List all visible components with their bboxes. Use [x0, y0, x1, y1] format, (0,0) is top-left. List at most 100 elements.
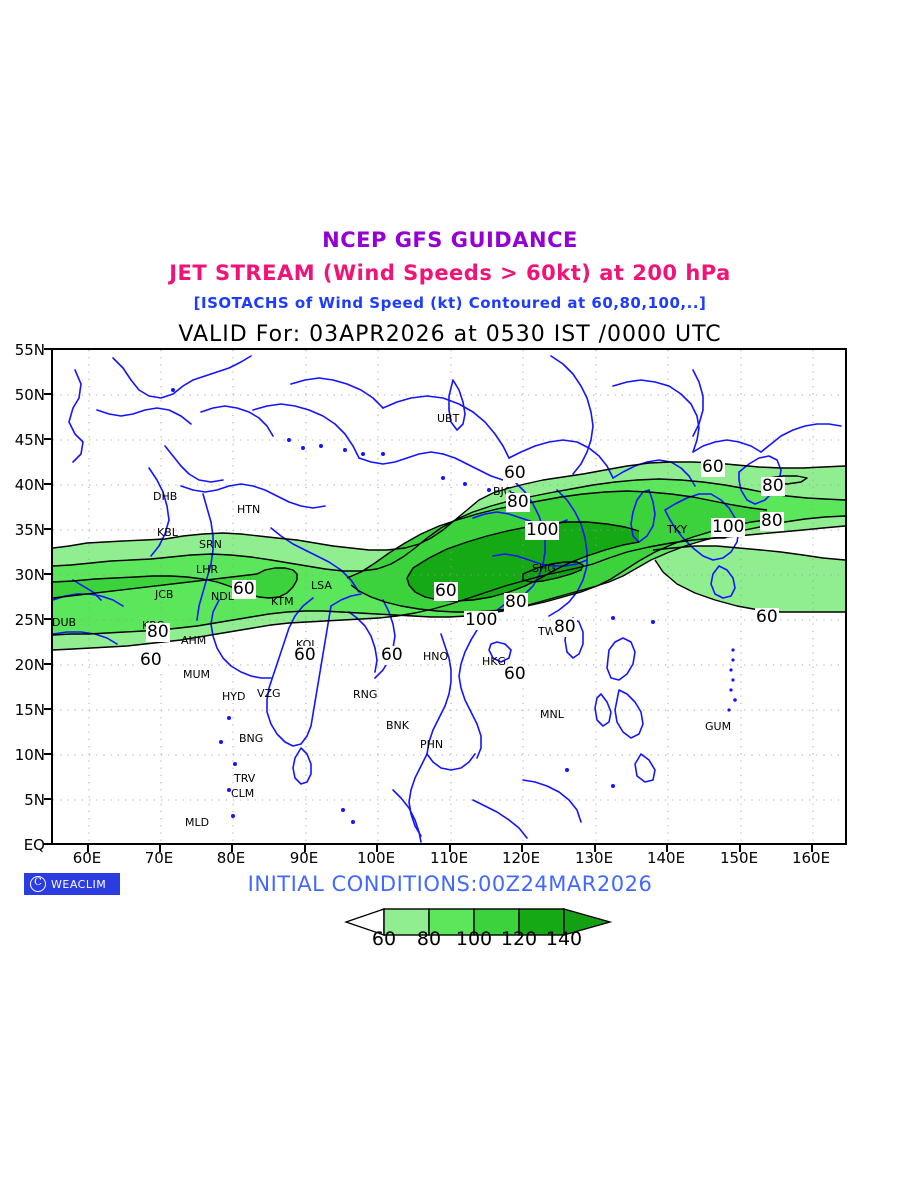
contour-label-100-twn: 100 [464, 610, 499, 630]
x-tick-140E: 140E [646, 849, 686, 867]
y-tick-40N: 40N [14, 476, 45, 494]
y-tick-5N: 5N [24, 791, 45, 809]
city-label-AHM: AHM [181, 634, 207, 647]
city-label-GUM: GUM [705, 720, 732, 733]
y-tick-30N: 30N [14, 566, 45, 584]
y-tickmark [44, 798, 51, 800]
colorbar-segment-120-140 [518, 908, 565, 936]
weaclim-logo-badge: C WEACLIM [24, 873, 120, 895]
x-tick-80E: 80E [216, 849, 246, 867]
y-tickmark [44, 843, 51, 845]
colorbar-tick-labels: 60 80 100 120 140 [344, 928, 612, 952]
contour-label-60-hkg: 60 [503, 664, 527, 684]
contour-label-60-schina: 60 [434, 581, 458, 601]
y-tick-EQ: EQ [23, 836, 45, 854]
x-tickmark [811, 845, 813, 852]
contour-label-80-npac: 80 [761, 476, 785, 496]
map-gridlines [53, 350, 845, 843]
city-label-DHB: DHB [153, 490, 178, 503]
y-tickmark [44, 438, 51, 440]
contour-label-60-bay: 60 [380, 645, 404, 665]
city-label-HNO: HNO [423, 650, 449, 663]
y-tick-20N: 20N [14, 656, 45, 674]
isotach-band-120 [407, 522, 639, 601]
x-tick-70E: 70E [144, 849, 174, 867]
page-title: NCEP GFS GUIDANCE [322, 228, 578, 252]
y-tickmark [44, 663, 51, 665]
city-label-SHG: SHG [532, 562, 556, 575]
colorbar [343, 905, 613, 939]
city-label-SRN: SRN [199, 538, 222, 551]
copyright-icon: C [30, 876, 46, 892]
colorbar-tick-60: 60 [371, 928, 397, 950]
contour-label-60-npac: 60 [701, 457, 725, 477]
city-label-MUM: MUM [183, 668, 211, 681]
contour-label-80-india: 80 [146, 622, 170, 642]
valid-time-label: VALID For: 03APR2026 at 0530 IST /0000 U… [178, 322, 722, 347]
x-tickmark [666, 845, 668, 852]
x-tickmark [739, 845, 741, 852]
colorbar-svg [343, 908, 613, 936]
contour-label-80-nchina: 80 [506, 492, 530, 512]
y-tick-10N: 10N [14, 746, 45, 764]
x-tick-90E: 90E [289, 849, 319, 867]
y-tick-45N: 45N [14, 431, 45, 449]
x-tickmark [304, 845, 306, 852]
city-label-BNG: BNG [239, 732, 264, 745]
contour-label-80-hkg: 80 [553, 617, 577, 637]
city-label-MLD: MLD [185, 816, 210, 829]
x-tickmark [521, 845, 523, 852]
city-label-HTN: HTN [237, 503, 261, 516]
x-tick-100E: 100E [356, 849, 396, 867]
y-tickmark [44, 753, 51, 755]
city-label-KBL: KBL [157, 526, 178, 539]
city-label-LHR: LHR [196, 563, 219, 576]
y-tickmark [44, 618, 51, 620]
city-label-RNG: RNG [353, 688, 378, 701]
x-tick-120E: 120E [501, 849, 541, 867]
contour-label-100-nchina: 100 [525, 520, 560, 540]
x-tick-130E: 130E [574, 849, 614, 867]
weaclim-label: WEACLIM [51, 877, 107, 891]
initial-conditions-label: INITIAL CONDITIONS:00Z24MAR2026 [247, 872, 653, 896]
product-subtitle: JET STREAM (Wind Speeds > 60kt) at 200 h… [169, 261, 731, 285]
y-tick-15N: 15N [14, 701, 45, 719]
city-label-KTM: KTM [271, 595, 294, 608]
y-tickmark [44, 708, 51, 710]
city-label-DUB: DUB [52, 616, 77, 629]
colorbar-tick-140: 140 [545, 928, 583, 950]
colorbar-tick-80: 80 [416, 928, 442, 950]
colorbar-tick-120: 120 [500, 928, 538, 950]
x-tickmark [87, 845, 89, 852]
contour-label-80-pac-e: 80 [760, 511, 784, 531]
x-tick-150E: 150E [719, 849, 759, 867]
city-label-TKY: TKY [667, 523, 688, 536]
city-label-HYD: HYD [222, 690, 246, 703]
city-label-CLM: CLM [231, 787, 255, 800]
contour-label-60-kol: 60 [293, 645, 317, 665]
contour-label-100-pac: 100 [711, 517, 746, 537]
city-label-JCB: JCB [155, 588, 174, 601]
city-label-LSA: LSA [311, 579, 332, 592]
colorbar-segment-over140 [563, 908, 613, 936]
y-tickmark [44, 483, 51, 485]
city-label-VZG: VZG [257, 687, 281, 700]
contour-label-60-bjg: 60 [503, 463, 527, 483]
city-label-NDL: NDL [211, 590, 234, 603]
isotach-description: [ISOTACHS of Wind Speed (kt) Contoured a… [193, 294, 707, 312]
contour-label-80-schina: 80 [504, 592, 528, 612]
x-tickmark [376, 845, 378, 852]
contour-label-60-india-w: 60 [139, 650, 163, 670]
x-tickmark [594, 845, 596, 852]
x-tick-60E: 60E [72, 849, 102, 867]
x-tick-160E: 160E [791, 849, 831, 867]
city-label-BNK: BNK [386, 719, 409, 732]
x-tickmark [159, 845, 161, 852]
colorbar-segment-100-120 [473, 908, 520, 936]
y-tick-35N: 35N [14, 521, 45, 539]
y-tickmark [44, 528, 51, 530]
city-label-MNL: MNL [540, 708, 564, 721]
contour-label-60-tibet: 60 [232, 579, 256, 599]
x-tickmark [231, 845, 233, 852]
